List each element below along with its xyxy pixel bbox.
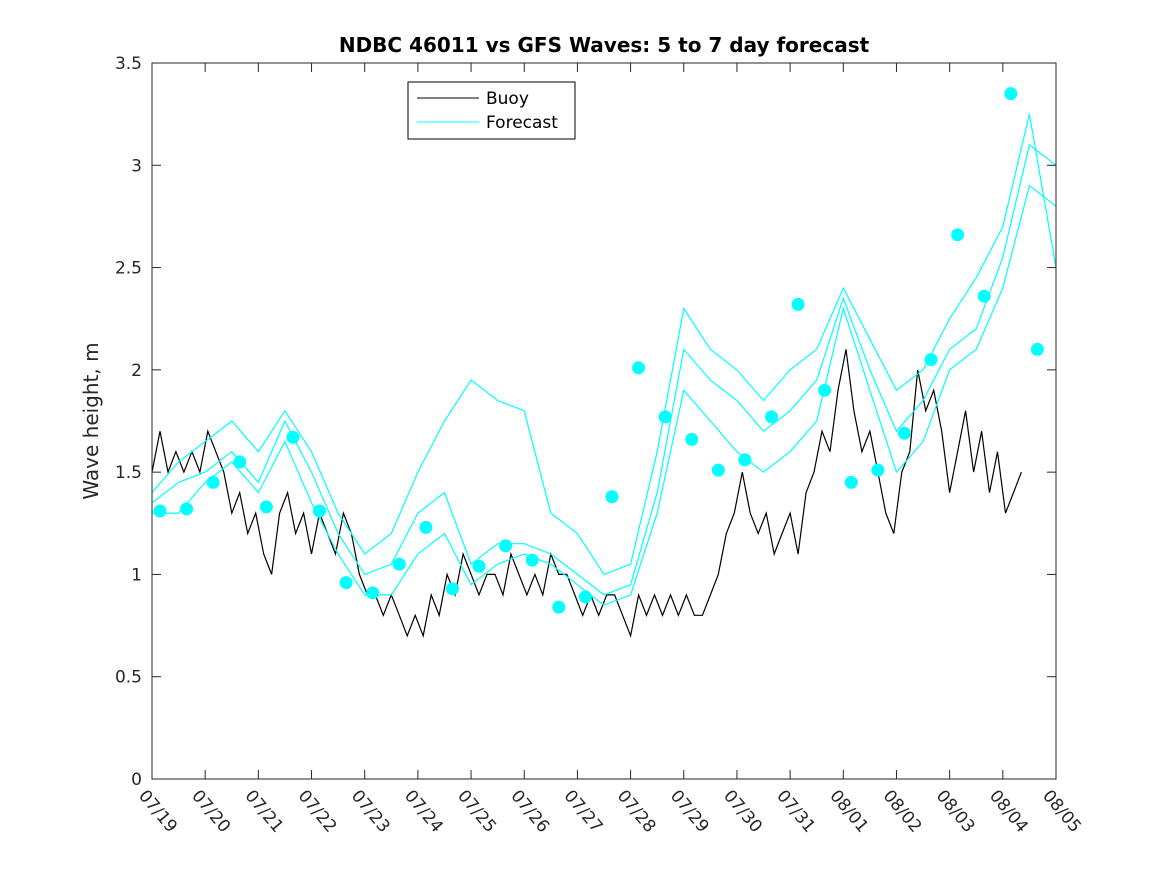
- x-tick-label: 07/26: [506, 786, 553, 836]
- forecast-point: [711, 463, 725, 477]
- x-tick-label: 07/31: [772, 786, 819, 836]
- x-tick-label: 07/25: [453, 786, 500, 836]
- forecast-point: [897, 426, 911, 440]
- x-tick-label: 08/03: [932, 786, 979, 836]
- axes-box: [151, 62, 1057, 780]
- x-tick-label: 07/21: [241, 786, 288, 836]
- x-tick-label: 07/22: [294, 786, 341, 836]
- forecast-point: [658, 410, 672, 424]
- forecast-point: [445, 582, 459, 596]
- y-tick-label: 0.5: [115, 668, 142, 688]
- forecast-series-line: [152, 184, 1057, 606]
- forecast-point: [685, 432, 699, 446]
- x-tick-label: 07/29: [666, 786, 713, 836]
- legend-buoy-label: Buoy: [486, 89, 529, 109]
- forecast-point: [552, 600, 566, 614]
- x-tick-label: 07/30: [719, 786, 766, 836]
- forecast-point: [632, 361, 646, 375]
- forecast-series-line: [151, 113, 1057, 576]
- x-tick-label: 07/27: [560, 786, 607, 836]
- x-tick-label: 07/28: [613, 786, 660, 836]
- forecast-point: [313, 504, 327, 518]
- legend: Buoy Forecast: [407, 81, 576, 140]
- y-tick-label: 1.5: [115, 463, 142, 483]
- forecast-point: [1030, 342, 1044, 356]
- axis-ticks: 07/19 07/20 07/21 07/22 07/23 07/24 07/25 07/26…: [115, 54, 1085, 837]
- forecast-point: [818, 383, 832, 397]
- forecast-point: [578, 590, 592, 604]
- forecast-point: [525, 553, 539, 567]
- forecast-point: [871, 463, 885, 477]
- legend-box: [407, 81, 576, 140]
- x-tick-label: 08/02: [879, 786, 926, 836]
- y-tick-label: 2.5: [115, 259, 142, 279]
- forecast-point: [180, 502, 194, 516]
- forecast-point: [765, 410, 779, 424]
- plot-area: [151, 87, 1057, 638]
- y-tick-label: 2: [131, 361, 142, 381]
- forecast-point: [844, 475, 858, 489]
- chart-title: NDBC 46011 vs GFS Waves: 5 to 7 day fore…: [339, 33, 870, 57]
- forecast-point: [499, 539, 513, 553]
- forecast-point: [153, 504, 167, 518]
- forecast-point: [286, 430, 300, 444]
- forecast-point: [392, 557, 406, 571]
- x-tick-label: 07/24: [400, 786, 447, 836]
- x-tick-label: 07/20: [187, 786, 234, 836]
- x-tick-label: 08/05: [1038, 786, 1085, 836]
- y-tick-label: 1: [131, 565, 142, 585]
- forecast-point: [206, 475, 220, 489]
- forecast-point: [339, 576, 353, 590]
- forecast-point: [791, 297, 805, 311]
- forecast-series-line: [151, 143, 1057, 596]
- forecast-point: [951, 228, 965, 242]
- forecast-point: [605, 490, 619, 504]
- forecast-point: [233, 455, 247, 469]
- forecast-point: [472, 559, 486, 573]
- forecast-point: [419, 520, 433, 534]
- x-tick-label: 08/04: [985, 786, 1032, 836]
- forecast-point: [1004, 87, 1018, 101]
- forecast-point: [259, 500, 273, 514]
- x-tick-label: 07/19: [134, 786, 181, 836]
- x-tick-label: 07/23: [347, 786, 394, 836]
- y-axis-title: Wave height, m: [79, 342, 103, 499]
- y-tick-label: 3: [131, 156, 142, 176]
- forecast-point: [366, 586, 380, 600]
- forecast-point: [924, 353, 938, 367]
- y-tick-label: 0: [131, 770, 142, 790]
- y-tick-label: 3.5: [115, 54, 142, 74]
- forecast-point: [977, 289, 991, 303]
- legend-forecast-label: Forecast: [486, 113, 558, 133]
- x-tick-label: 08/01: [825, 786, 872, 836]
- forecast-point: [738, 453, 752, 467]
